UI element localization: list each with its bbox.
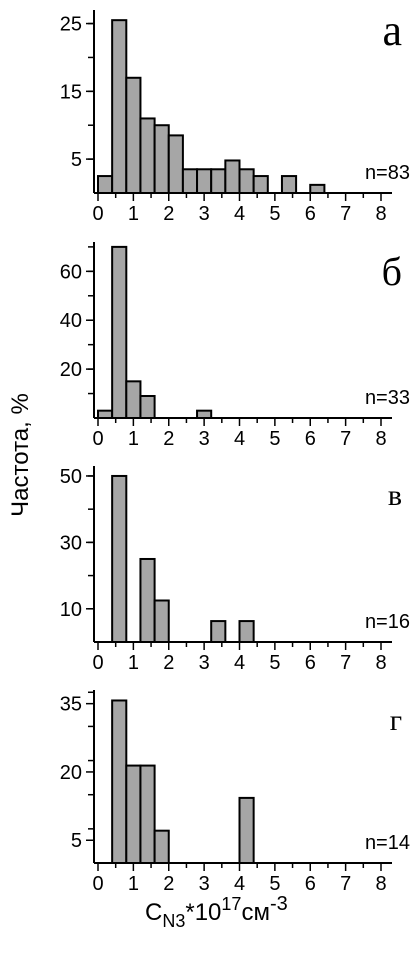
x-axis-label-sup1: 17 xyxy=(221,894,241,914)
y-axis-label: Частота, % xyxy=(7,393,34,517)
panel-letter: г xyxy=(390,704,402,737)
histogram-bar xyxy=(139,557,156,644)
sample-size-label: n=33 xyxy=(365,387,410,409)
histogram-bar xyxy=(139,117,156,194)
x-tick-label: 0 xyxy=(92,203,103,225)
y-tick-label: 35 xyxy=(60,694,82,716)
x-tick-label: 2 xyxy=(163,203,174,225)
y-tick-label: 40 xyxy=(60,310,82,332)
sample-size-label: n=14 xyxy=(365,832,410,854)
histogram-bar xyxy=(125,76,142,194)
x-tick-label: 7 xyxy=(340,873,351,895)
y-tick-label: 50 xyxy=(60,466,82,488)
x-tick-label: 1 xyxy=(128,428,139,450)
sample-size-label: n=16 xyxy=(365,611,410,633)
x-tick-label: 1 xyxy=(128,652,139,674)
y-tick-label: 30 xyxy=(60,532,82,554)
x-axis-label-sup2: -3 xyxy=(270,893,288,915)
x-tick-label: 7 xyxy=(340,652,351,674)
x-tick-label: 6 xyxy=(305,428,316,450)
histogram-bar xyxy=(252,175,269,195)
x-tick-label: 6 xyxy=(305,203,316,225)
panel-1: 0 1 2 3 4 5 6 7 8 5 15 25 а n=83 xyxy=(60,6,410,225)
histogram-bar xyxy=(153,599,170,643)
x-tick-label: 3 xyxy=(199,203,210,225)
histogram-bar xyxy=(238,620,255,643)
histogram-bar xyxy=(125,764,142,864)
histogram-bar xyxy=(125,380,142,420)
x-tick-label: 6 xyxy=(305,652,316,674)
x-tick-label: 8 xyxy=(375,873,386,895)
x-tick-label: 0 xyxy=(92,652,103,674)
x-tick-label: 1 xyxy=(128,873,139,895)
x-tick-label: 4 xyxy=(234,428,245,450)
panel-2: 0 1 2 3 4 5 6 7 8 20 40 60 б n=33 xyxy=(60,242,410,450)
x-axis-label-unit: см xyxy=(241,899,270,926)
x-tick-label: 2 xyxy=(163,652,174,674)
x-tick-label: 7 xyxy=(340,428,351,450)
histogram-bar xyxy=(167,134,184,194)
histogram-bar xyxy=(97,175,114,195)
x-tick-label: 4 xyxy=(234,203,245,225)
histogram-bar xyxy=(153,124,170,194)
x-tick-label: 5 xyxy=(269,873,280,895)
x-tick-label: 5 xyxy=(269,203,280,225)
histogram-bar xyxy=(97,409,114,419)
panel-letter: б xyxy=(382,249,402,294)
histogram-bar xyxy=(153,829,170,865)
histogram-bar xyxy=(309,183,326,195)
panel-letter: а xyxy=(382,6,402,55)
histogram-bar xyxy=(196,168,213,194)
x-axis-label: CN3*1017см-3 xyxy=(145,893,288,931)
y-tick-label: 20 xyxy=(60,762,82,784)
histogram-bar xyxy=(111,474,128,643)
histogram-bar xyxy=(139,395,156,419)
histogram-bar xyxy=(210,168,227,194)
x-tick-label: 5 xyxy=(269,652,280,674)
histogram-bar xyxy=(139,764,156,864)
y-tick-label: 25 xyxy=(60,14,82,36)
x-tick-label: 5 xyxy=(269,428,280,450)
y-tick-label: 10 xyxy=(60,599,82,621)
x-tick-label: 8 xyxy=(375,203,386,225)
histogram-bar xyxy=(111,699,128,865)
sample-size-label: n=83 xyxy=(365,162,410,184)
histogram-bar xyxy=(280,175,298,195)
x-axis-label-sub: N3 xyxy=(162,911,185,931)
histogram-bar xyxy=(210,620,227,643)
panel-4: 0 1 2 3 4 5 6 7 8 5 20 35 г n=14 xyxy=(60,690,410,895)
x-tick-label: 7 xyxy=(340,203,351,225)
panel-letter: в xyxy=(388,479,402,512)
histogram-bar xyxy=(224,159,241,194)
x-axis-label-mid: *10 xyxy=(185,899,221,926)
y-tick-label: 15 xyxy=(60,81,82,103)
histogram-bar xyxy=(238,796,255,864)
panel-3: 0 1 2 3 4 5 6 7 8 10 30 50 в n=16 xyxy=(60,466,410,674)
x-tick-label: 2 xyxy=(163,873,174,895)
x-tick-label: 3 xyxy=(199,652,210,674)
histogram-bar xyxy=(111,245,128,419)
x-tick-label: 6 xyxy=(305,873,316,895)
x-tick-label: 4 xyxy=(234,652,245,674)
y-tick-label: 20 xyxy=(60,359,82,381)
x-axis-label-main: C xyxy=(145,899,162,926)
y-tick-label: 60 xyxy=(60,261,82,283)
y-tick-label: 5 xyxy=(71,149,82,171)
x-tick-label: 0 xyxy=(92,428,103,450)
x-tick-label: 3 xyxy=(199,873,210,895)
histogram-bar xyxy=(238,168,255,194)
x-tick-label: 1 xyxy=(128,203,139,225)
x-tick-label: 8 xyxy=(375,652,386,674)
x-tick-label: 3 xyxy=(199,428,210,450)
x-tick-label: 0 xyxy=(92,873,103,895)
histogram-bar xyxy=(111,19,128,194)
histogram-bar xyxy=(181,168,199,194)
y-tick-label: 5 xyxy=(71,830,82,852)
x-tick-label: 8 xyxy=(375,428,386,450)
x-tick-label: 2 xyxy=(163,428,174,450)
x-tick-label: 4 xyxy=(234,873,245,895)
histogram-bar xyxy=(196,409,213,419)
